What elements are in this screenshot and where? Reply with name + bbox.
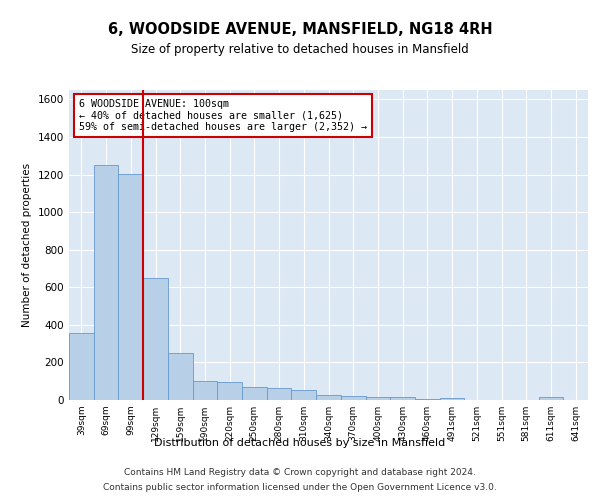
Bar xyxy=(94,165,118,400)
Text: Contains public sector information licensed under the Open Government Licence v3: Contains public sector information licen… xyxy=(103,483,497,492)
Y-axis label: Number of detached properties: Number of detached properties xyxy=(22,163,32,327)
Bar xyxy=(118,174,143,400)
Bar xyxy=(292,390,316,400)
Bar xyxy=(341,396,365,400)
Text: 6, WOODSIDE AVENUE, MANSFIELD, NG18 4RH: 6, WOODSIDE AVENUE, MANSFIELD, NG18 4RH xyxy=(107,22,493,38)
Bar xyxy=(242,387,267,400)
Bar xyxy=(415,399,440,400)
Bar xyxy=(193,381,217,400)
Text: Distribution of detached houses by size in Mansfield: Distribution of detached houses by size … xyxy=(154,438,446,448)
Text: Contains HM Land Registry data © Crown copyright and database right 2024.: Contains HM Land Registry data © Crown c… xyxy=(124,468,476,477)
Text: Size of property relative to detached houses in Mansfield: Size of property relative to detached ho… xyxy=(131,42,469,56)
Bar xyxy=(217,382,242,400)
Bar xyxy=(267,388,292,400)
Bar xyxy=(390,397,415,400)
Bar xyxy=(365,396,390,400)
Bar xyxy=(69,334,94,400)
Text: 6 WOODSIDE AVENUE: 100sqm
← 40% of detached houses are smaller (1,625)
59% of se: 6 WOODSIDE AVENUE: 100sqm ← 40% of detac… xyxy=(79,100,367,132)
Bar xyxy=(316,394,341,400)
Bar xyxy=(440,398,464,400)
Bar xyxy=(168,353,193,400)
Bar xyxy=(539,396,563,400)
Bar xyxy=(143,278,168,400)
